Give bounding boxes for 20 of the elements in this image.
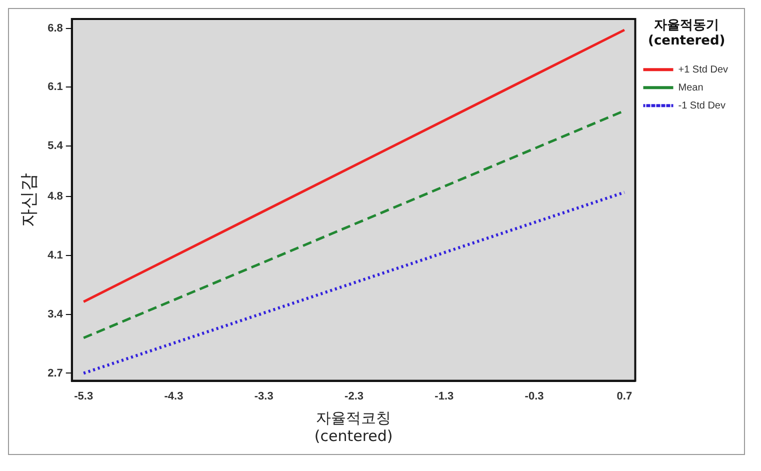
y-tick-label: 6.8 [48,22,63,34]
y-tick-label: 4.8 [48,190,63,203]
x-tick-label: -2.3 [344,390,364,402]
x-tick-label: -1.3 [434,390,454,402]
y-tick-label: 5.4 [48,140,64,152]
x-tick-label: -3.3 [254,390,274,402]
y-tick-label: 4.1 [48,249,63,262]
x-tick-label: 0.7 [616,390,632,402]
x-tick-label: -5.3 [74,390,94,402]
legend-label: Mean [678,82,704,94]
y-tick-label: 3.4 [48,308,64,320]
legend-title: 자율적동기 (centered) [648,18,726,48]
legend-label: -1 Std Dev [678,100,726,112]
y-axis-title: 자신감 [18,172,40,227]
y-tick-label: 6.1 [48,81,63,94]
legend-label: +1 Std Dev [678,64,728,76]
x-axis-title: 자율적코칭 (centered) [314,408,393,445]
x-tick-label: -0.3 [524,390,544,402]
y-tick-label: 2.7 [48,367,63,380]
x-tick-label: -4.3 [164,390,184,402]
